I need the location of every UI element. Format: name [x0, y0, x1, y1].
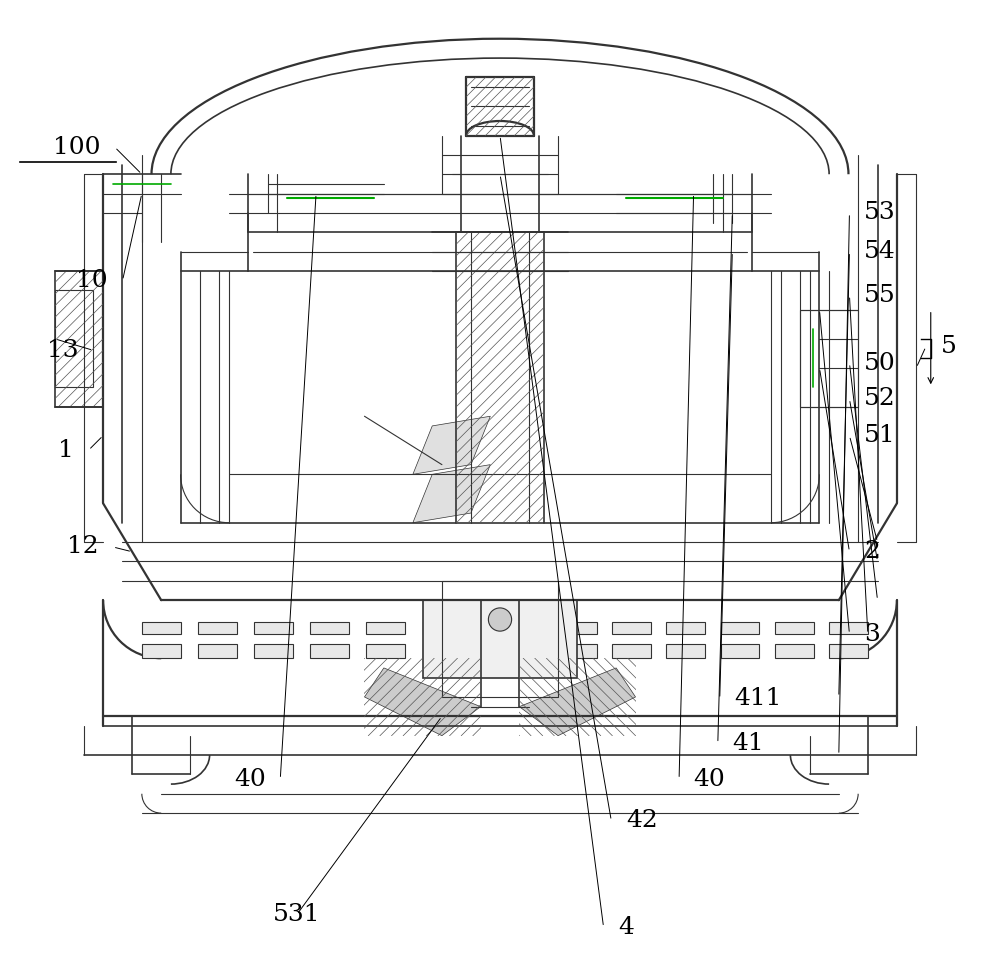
Text: 51: 51	[864, 424, 896, 447]
Text: 55: 55	[864, 284, 896, 307]
Bar	[721, 622, 759, 634]
Bar	[423, 644, 461, 658]
Bar	[55, 290, 93, 387]
Text: 531: 531	[273, 903, 320, 926]
Bar	[775, 644, 814, 658]
Bar	[423, 600, 577, 678]
Bar	[310, 622, 349, 634]
Bar	[612, 622, 651, 634]
Polygon shape	[519, 668, 636, 736]
Bar	[800, 310, 858, 407]
Text: 42: 42	[626, 809, 658, 832]
Text: 3: 3	[864, 622, 880, 646]
Bar	[198, 622, 237, 634]
Bar	[423, 622, 461, 634]
Bar	[666, 622, 705, 634]
Text: 5: 5	[940, 335, 956, 358]
Text: 12: 12	[67, 535, 98, 559]
Bar	[558, 622, 597, 634]
Bar	[558, 644, 597, 658]
Text: 10: 10	[76, 269, 108, 292]
Text: 40: 40	[694, 768, 725, 791]
Circle shape	[488, 608, 512, 631]
Text: 2: 2	[864, 540, 880, 563]
Bar	[612, 644, 651, 658]
Text: 40: 40	[234, 768, 266, 791]
Bar	[55, 271, 103, 407]
Bar	[254, 644, 293, 658]
Polygon shape	[364, 668, 481, 736]
Bar	[366, 644, 405, 658]
Text: 4: 4	[618, 916, 634, 939]
Bar	[829, 622, 868, 634]
Bar	[142, 622, 181, 634]
Text: 1: 1	[58, 439, 74, 462]
Bar	[666, 644, 705, 658]
Bar	[775, 622, 814, 634]
Text: 54: 54	[864, 240, 896, 263]
Polygon shape	[413, 416, 490, 474]
Bar	[829, 644, 868, 658]
Bar	[442, 581, 558, 697]
Text: 41: 41	[732, 732, 764, 755]
Bar	[721, 644, 759, 658]
Bar	[142, 644, 181, 658]
Polygon shape	[413, 465, 490, 523]
Bar	[310, 644, 349, 658]
Text: 100: 100	[53, 136, 100, 159]
Text: 13: 13	[47, 339, 79, 362]
Bar	[198, 644, 237, 658]
Text: 53: 53	[864, 201, 896, 225]
Text: 50: 50	[864, 351, 896, 375]
Bar	[366, 622, 405, 634]
Bar	[254, 622, 293, 634]
Text: 52: 52	[864, 387, 896, 410]
Text: 411: 411	[734, 687, 782, 711]
